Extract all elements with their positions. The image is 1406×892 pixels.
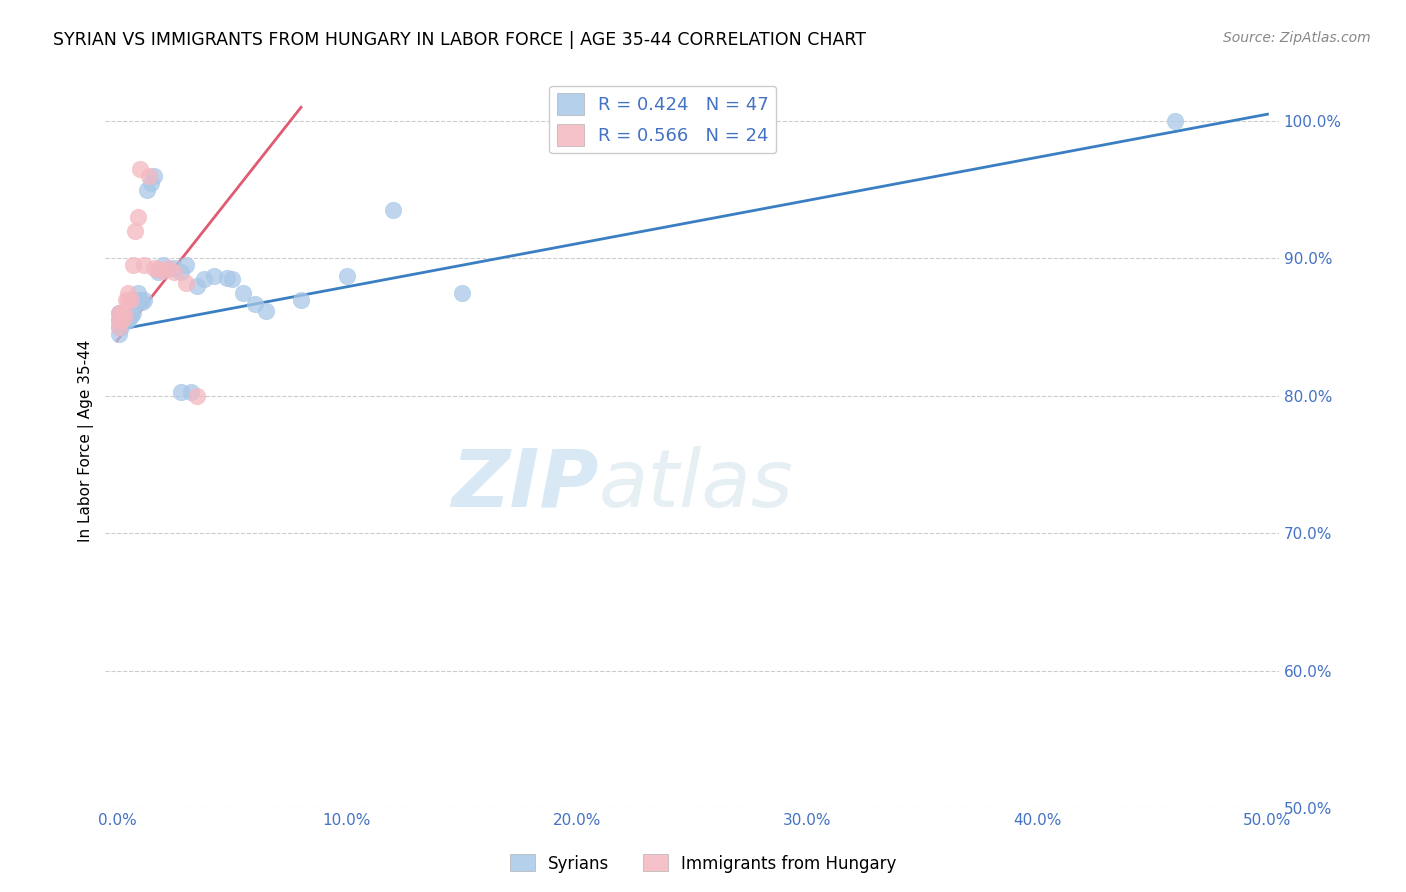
Point <box>120 306 142 320</box>
Point <box>1164 114 1187 128</box>
Point <box>135 183 157 197</box>
Point <box>115 293 138 307</box>
Point <box>110 313 132 327</box>
Point <box>243 297 266 311</box>
Point <box>174 276 197 290</box>
Point <box>186 279 208 293</box>
Point <box>120 309 142 323</box>
Point <box>186 389 208 403</box>
Point <box>451 285 474 300</box>
Point <box>117 285 139 300</box>
Point <box>152 258 174 272</box>
Point <box>221 272 243 286</box>
Point <box>122 300 145 314</box>
Point <box>112 306 135 320</box>
Point <box>110 313 132 327</box>
Point <box>382 203 405 218</box>
Point <box>232 285 254 300</box>
Point <box>138 169 160 183</box>
Point <box>115 306 138 320</box>
Point <box>148 265 170 279</box>
Point <box>112 306 135 320</box>
Point <box>127 211 149 225</box>
Point <box>163 261 186 276</box>
Point <box>112 313 135 327</box>
Point <box>108 313 131 327</box>
Point <box>202 269 225 284</box>
Point <box>122 258 145 272</box>
Point <box>174 258 197 272</box>
Point <box>290 293 312 307</box>
Text: Source: ZipAtlas.com: Source: ZipAtlas.com <box>1223 31 1371 45</box>
Point <box>163 265 186 279</box>
Point <box>110 306 132 320</box>
Text: ZIP: ZIP <box>451 446 599 524</box>
Point <box>256 303 278 318</box>
Point <box>112 310 135 325</box>
Point <box>110 320 132 334</box>
Point <box>124 293 146 307</box>
Point <box>129 293 152 307</box>
Point <box>193 272 215 286</box>
Point <box>127 285 149 300</box>
Point <box>117 293 139 307</box>
Point <box>156 262 179 277</box>
Point <box>152 264 174 278</box>
Point <box>131 295 153 310</box>
Point <box>108 320 131 334</box>
Point <box>148 262 170 277</box>
Legend: R = 0.424   N = 47, R = 0.566   N = 24: R = 0.424 N = 47, R = 0.566 N = 24 <box>550 86 776 153</box>
Point <box>142 169 165 183</box>
Point <box>217 270 239 285</box>
Point <box>124 224 146 238</box>
Point <box>142 261 165 276</box>
Point <box>141 176 163 190</box>
Point <box>170 265 193 279</box>
Point <box>117 310 139 325</box>
Point <box>122 306 145 320</box>
Point <box>108 320 131 334</box>
Point <box>117 306 139 320</box>
Point <box>117 313 139 327</box>
Text: atlas: atlas <box>599 446 793 524</box>
Point <box>129 162 152 177</box>
Point <box>108 306 131 320</box>
Y-axis label: In Labor Force | Age 35-44: In Labor Force | Age 35-44 <box>79 339 94 541</box>
Point <box>108 306 131 320</box>
Legend: Syrians, Immigrants from Hungary: Syrians, Immigrants from Hungary <box>503 847 903 880</box>
Point <box>120 293 142 307</box>
Point <box>108 326 131 341</box>
Point <box>336 269 359 284</box>
Point <box>134 258 156 272</box>
Point <box>156 261 179 276</box>
Point <box>110 306 132 320</box>
Point <box>170 384 193 399</box>
Point <box>112 310 135 325</box>
Point <box>134 293 156 307</box>
Point <box>180 384 202 399</box>
Point <box>108 313 131 327</box>
Text: SYRIAN VS IMMIGRANTS FROM HUNGARY IN LABOR FORCE | AGE 35-44 CORRELATION CHART: SYRIAN VS IMMIGRANTS FROM HUNGARY IN LAB… <box>53 31 866 49</box>
